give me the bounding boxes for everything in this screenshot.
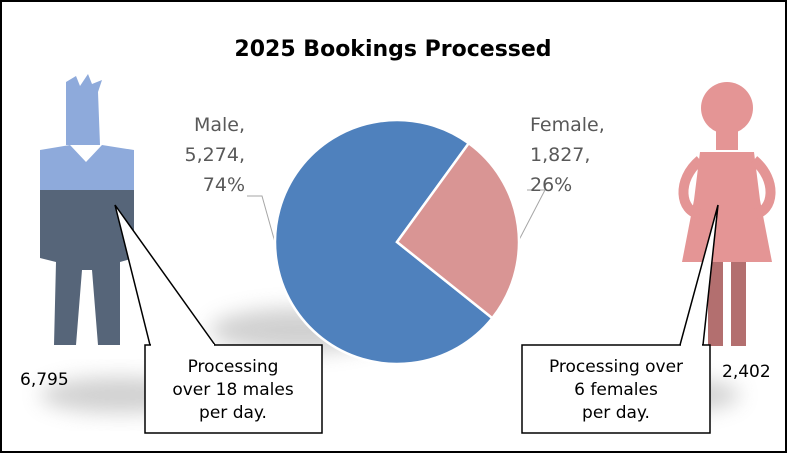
value-label: 1,827	[530, 144, 584, 166]
value-label: 5,274	[185, 144, 239, 166]
callout-text: over 18 males	[172, 380, 294, 400]
figure-total: 2,402	[722, 362, 771, 382]
separator: ,	[239, 144, 245, 166]
callout-text: Processing	[188, 357, 279, 377]
data-label: 26%	[530, 174, 572, 196]
category-label: Male	[194, 114, 239, 136]
figure-total: 6,795	[20, 370, 69, 390]
data-label: 74%	[203, 174, 245, 196]
data-label: 1,827,	[530, 144, 590, 166]
percent-label: 74%	[203, 174, 245, 196]
separator: ,	[239, 114, 245, 136]
data-label: 5,274,	[185, 144, 245, 166]
callout-text: per day.	[582, 403, 650, 423]
chart: 2025 Bookings Processed Male,5,274,74%Fe…	[0, 0, 787, 453]
separator: ,	[584, 144, 590, 166]
chart-title: 2025 Bookings Processed	[234, 37, 551, 62]
data-label: Female,	[530, 114, 605, 136]
pie	[275, 120, 519, 364]
callout-text: per day.	[199, 403, 267, 423]
data-label: Male,	[194, 114, 245, 136]
callout-text: Processing over	[549, 357, 683, 377]
callout-text: 6 females	[574, 380, 658, 400]
category-label: Female	[530, 114, 599, 136]
percent-label: 26%	[530, 174, 572, 196]
separator: ,	[599, 114, 605, 136]
